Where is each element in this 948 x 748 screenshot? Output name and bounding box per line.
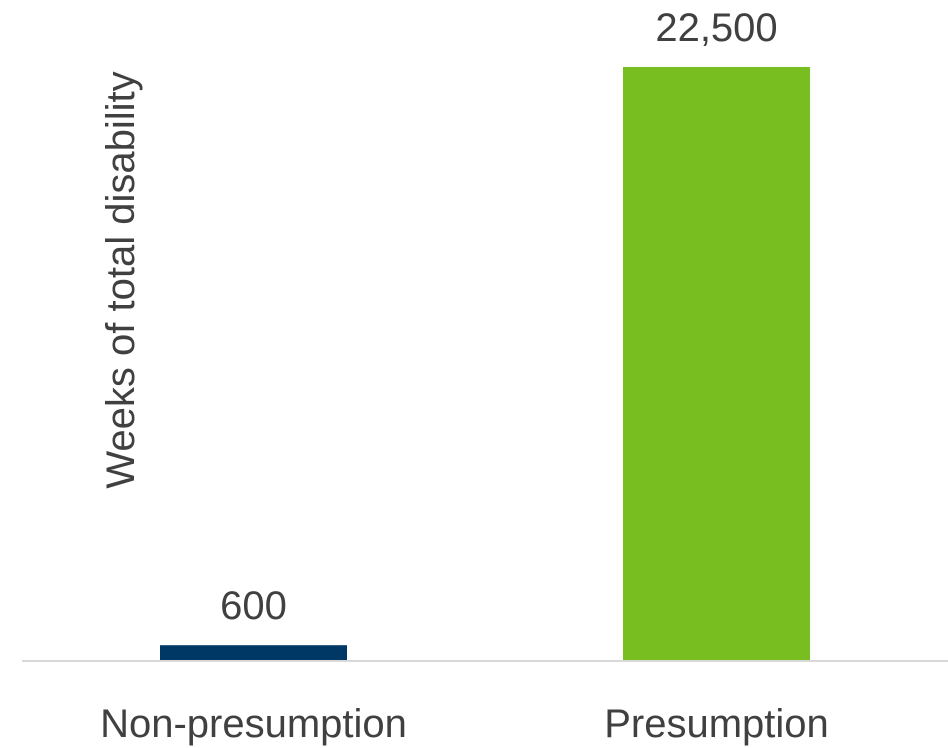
- bar-presumption: [623, 67, 810, 661]
- data-label-presumption: 22,500: [655, 6, 777, 50]
- data-label-non-presumption: 600: [220, 584, 287, 628]
- bars-group: 600 22,500: [160, 6, 810, 661]
- x-tick-labels: Non-presumption Presumption: [100, 702, 829, 746]
- y-axis-label: Weeks of total disability: [99, 71, 143, 488]
- x-tick-label-non-presumption: Non-presumption: [100, 702, 407, 746]
- bar-non-presumption: [160, 645, 347, 661]
- x-tick-label-presumption: Presumption: [604, 702, 829, 746]
